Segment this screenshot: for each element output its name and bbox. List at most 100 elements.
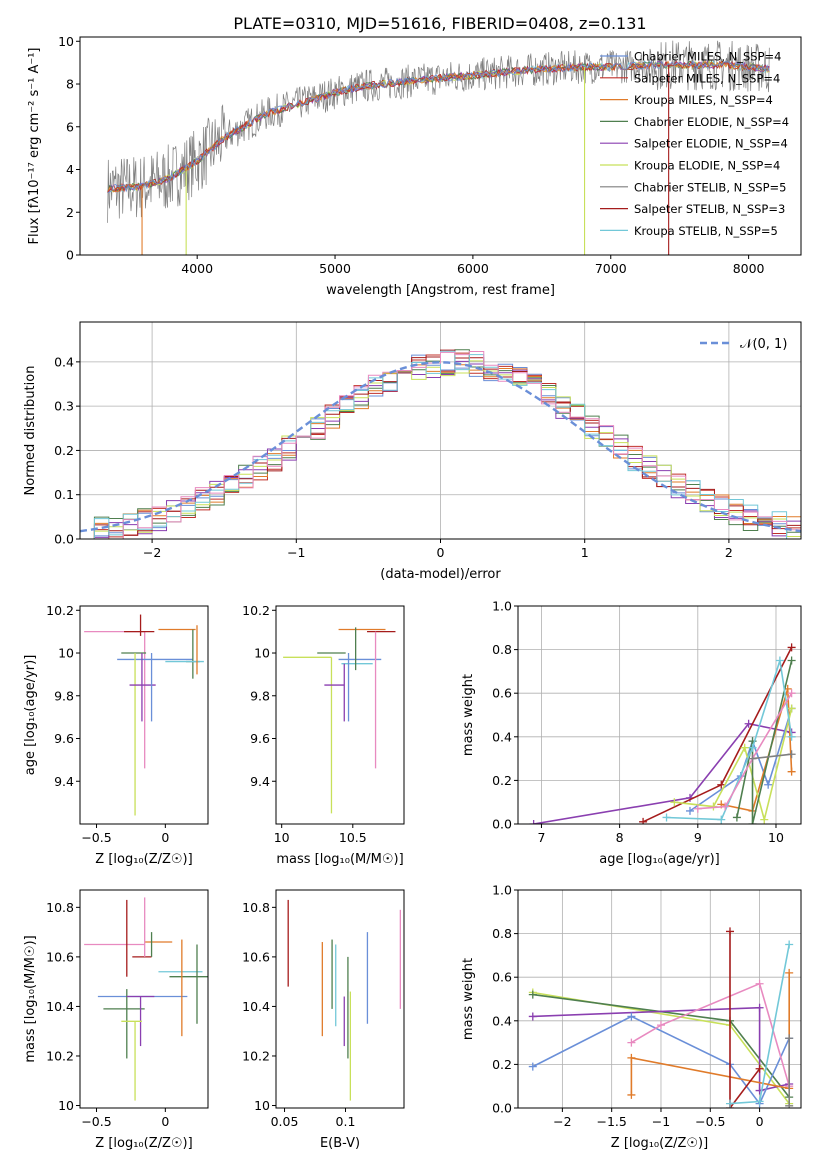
point-marker [732, 813, 741, 822]
x-tick-label: 8000 [733, 261, 765, 276]
point-marker [748, 820, 757, 824]
x-tick-label: −0.5 [81, 1114, 111, 1129]
y-tick-label: 0.3 [54, 399, 74, 414]
x-tick-label: 0.1 [336, 1114, 356, 1129]
y-tick-label: 1.0 [492, 883, 512, 898]
y-tick-label: 10.4 [242, 999, 270, 1014]
y-tick-label: 0.4 [54, 354, 74, 369]
series-line-kroupa_miles [630, 972, 790, 1095]
point-marker [785, 1034, 794, 1043]
panel-residuals: −2 −1 0 1 2 0.0 0.1 0.2 0.3 0.4 (data-model)/error… [23, 321, 802, 582]
y-tick-label: 1.0 [492, 599, 512, 614]
x-tick-label: −0.5 [81, 830, 111, 845]
axes-box [79, 36, 802, 256]
panel-weight_vs_Z: −2 −1.5 −1 −0.5 0 0.0 0.2 0.4 0.6 0.8 1.0 Z [log₁₀(… [461, 883, 802, 1151]
series-line-chabrier_miles [107, 60, 770, 193]
x-tick-label: 4000 [181, 261, 213, 276]
series-line-pink [697, 692, 793, 810]
point-marker [528, 990, 537, 999]
y-axis-label: age [log₁₀(age/yr)] [23, 655, 38, 776]
point-marker [787, 732, 796, 741]
axes-box [517, 605, 802, 825]
y-tick-label: 0 [66, 248, 74, 263]
x-tick-label: −2 [143, 545, 161, 560]
x-tick-label: 10 [768, 830, 784, 845]
x-axis-label: Z [log₁₀(Z/Z☉)] [95, 1136, 192, 1151]
x-tick-label: −0.5 [695, 1114, 725, 1129]
x-axis-label: mass [log₁₀(M/M☉)] [276, 852, 403, 867]
point-marker [755, 1097, 764, 1106]
plot-area [107, 40, 770, 255]
point-marker [787, 689, 796, 698]
point-marker [670, 798, 679, 807]
y-tick-label: 10.6 [46, 949, 74, 964]
x-tick-label: −1.5 [596, 1114, 626, 1129]
y-tick-label: 10.2 [46, 1048, 74, 1063]
legend-label: Salpeter STELIB, N_SSP=3 [634, 202, 785, 216]
axes-box [517, 889, 802, 1109]
series-line-data [107, 40, 770, 223]
point-marker [748, 743, 757, 752]
plot-area [80, 349, 801, 539]
y-tick-label: 4 [66, 162, 74, 177]
y-tick-label: 2 [66, 205, 74, 220]
point-marker [528, 1012, 537, 1021]
y-tick-label: 0.8 [492, 926, 512, 941]
x-axis-label: E(B-V) [320, 1136, 360, 1151]
legend-label: Chabrier MILES, N_SSP=4 [634, 50, 781, 64]
axes-frame: 0.05 0.1 10 10.2 10.4 10.6 10.8 E(B-V) [242, 889, 405, 1151]
normal-curve [80, 361, 801, 533]
x-tick-label: −1 [652, 1114, 670, 1129]
y-tick-label: 0.1 [54, 487, 74, 502]
y-tick-label: 9.6 [250, 731, 270, 746]
axes-frame: −0.5 0 10 10.2 10.4 10.6 10.8 Z [log₁₀(Z/Z☉)] ma… [23, 889, 209, 1151]
point-marker [726, 1099, 735, 1108]
legend-label: 𝒩(0, 1) [740, 337, 787, 352]
axes-frame: −2 −1.5 −1 −0.5 0 0.0 0.2 0.4 0.6 0.8 1.0 Z [log₁₀(… [461, 883, 802, 1151]
axes-box [275, 605, 405, 825]
panel-age_vs_mass: 10 10.5 9.4 9.6 9.8 10 10.2 mass [log₁₀(M/M☉)] [242, 603, 405, 867]
plot-area [529, 643, 796, 824]
axes-box [275, 889, 405, 1109]
axes-frame: −2 −1 0 1 2 0.0 0.1 0.2 0.3 0.4 (data-model)/error… [23, 321, 802, 582]
point-marker [744, 719, 753, 728]
x-tick-label: 10.5 [339, 830, 367, 845]
point-marker [639, 817, 648, 824]
axes-frame: 7 8 9 10 0.0 0.2 0.4 0.6 0.8 1.0 age [log₁₀(age/yr… [461, 599, 802, 867]
y-tick-label: 6 [66, 119, 74, 134]
y-tick-label: 10 [58, 34, 74, 49]
point-marker [755, 979, 764, 988]
point-marker [787, 643, 796, 652]
axes-frame: 4000 5000 6000 7000 8000 0 2 4 6 8 10 wavelength [A… [27, 34, 802, 298]
y-tick-label: 10.8 [242, 900, 270, 915]
point-marker [627, 1090, 636, 1099]
point-marker [787, 750, 796, 759]
x-tick-label: 2 [725, 545, 733, 560]
point-marker [755, 1003, 764, 1012]
axes-frame: −0.5 0 9.4 9.6 9.8 10 10.2 Z [log₁₀(Z/Z☉)] age [… [23, 603, 209, 867]
y-tick-label: 0.0 [492, 1101, 512, 1116]
y-tick-label: 0.4 [492, 1013, 512, 1028]
plot-area [528, 927, 794, 1108]
y-tick-label: 0.8 [492, 642, 512, 657]
plot-area [283, 627, 396, 814]
x-tick-label: 1 [581, 545, 589, 560]
point-marker [685, 806, 694, 815]
point-marker [528, 1062, 537, 1071]
point-marker [760, 815, 769, 824]
y-tick-label: 10 [254, 1098, 270, 1113]
figure-title: PLATE=0310, MJD=51616, FIBERID=0408, z=0… [233, 14, 646, 33]
x-tick-label: 9 [694, 830, 702, 845]
y-axis-label: Flux [fλ10⁻¹⁷ erg cm⁻² s⁻¹ A⁻¹] [27, 48, 42, 245]
plot-area [84, 614, 204, 816]
axes-frame: 10 10.5 9.4 9.6 9.8 10 10.2 mass [log₁₀(M/M☉)] [242, 603, 405, 867]
y-tick-label: 10 [58, 646, 74, 661]
y-tick-label: 8 [66, 77, 74, 92]
y-tick-label: 10.6 [242, 949, 270, 964]
x-tick-label: 0.05 [271, 1114, 299, 1129]
y-tick-label: 9.4 [54, 774, 74, 789]
y-tick-label: 9.4 [250, 774, 270, 789]
x-tick-label: 5000 [319, 261, 351, 276]
legend-label: Salpeter ELODIE, N_SSP=4 [634, 137, 788, 151]
legend: Chabrier MILES, N_SSP=4 Salpeter MILES, N… [600, 50, 789, 238]
